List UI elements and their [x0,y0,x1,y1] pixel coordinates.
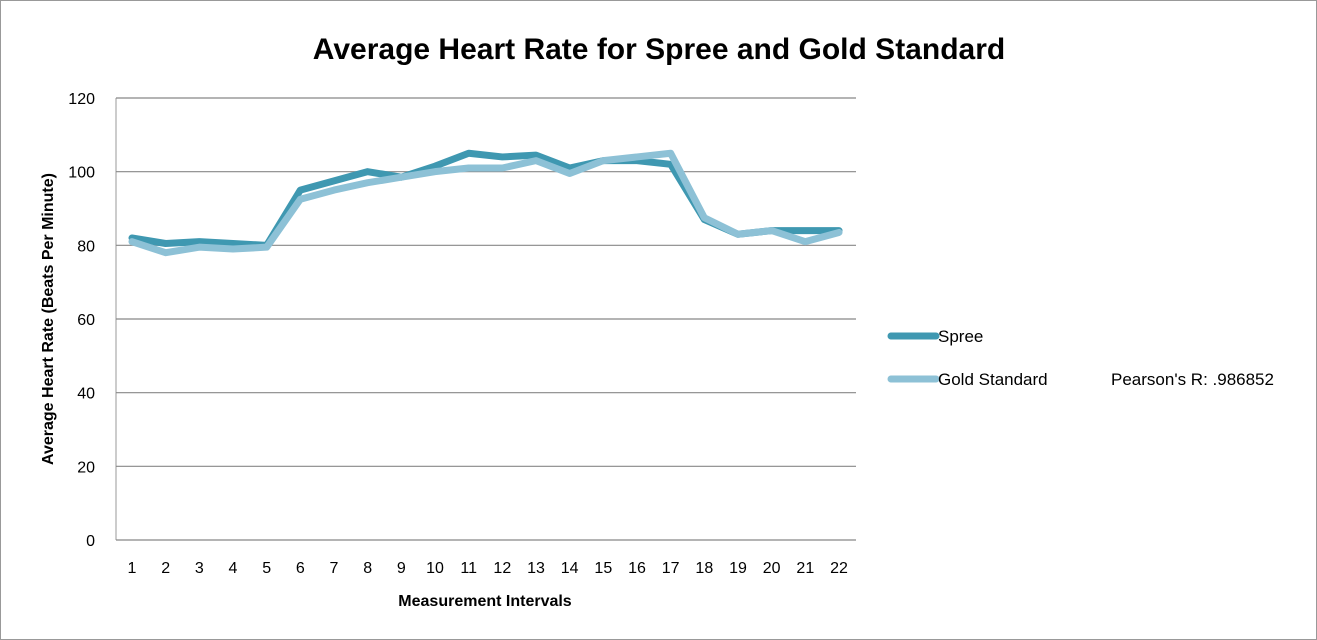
x-tick-label: 20 [763,560,781,577]
y-tick-label: 40 [77,386,95,403]
chart-title: Average Heart Rate for Spree and Gold St… [313,33,1005,66]
y-axis-label: Average Heart Rate (Beats Per Minute) [40,173,57,465]
x-tick-label: 15 [594,560,612,577]
x-tick-label: 7 [330,560,339,577]
x-tick-label: 11 [460,560,477,577]
series-line-gold-standard [128,149,843,257]
legend-label: Gold Standard [938,370,1048,389]
x-axis-label: Measurement Intervals [398,593,572,610]
x-tick-label: 19 [729,560,747,577]
y-tick-label: 20 [77,459,95,476]
legend-label: Spree [938,327,983,346]
x-tick-label: 4 [229,560,238,577]
y-tick-label: 80 [77,238,95,255]
x-tick-label: 16 [628,560,646,577]
pearson-annotation: Pearson's R: .986852 [1111,370,1274,389]
x-tick-label: 14 [561,560,579,577]
x-tick-label: 3 [195,560,204,577]
y-tick-label: 0 [86,533,95,550]
x-tick-label: 13 [527,560,545,577]
x-tick-label: 12 [493,560,511,577]
x-tick-label: 8 [363,560,372,577]
x-tick-label: 22 [830,560,848,577]
y-tick-label: 120 [68,91,95,108]
x-tick-label: 21 [796,560,814,577]
x-tick-label: 6 [296,560,305,577]
x-tick-label: 5 [262,560,271,577]
x-tick-label: 18 [695,560,713,577]
x-tick-label: 1 [128,560,137,577]
x-tick-label: 17 [662,560,680,577]
y-tick-label: 100 [68,165,95,182]
x-tick-label: 10 [426,560,444,577]
x-tick-label: 2 [161,560,170,577]
y-tick-label: 60 [77,312,95,329]
x-tick-label: 9 [397,560,406,577]
